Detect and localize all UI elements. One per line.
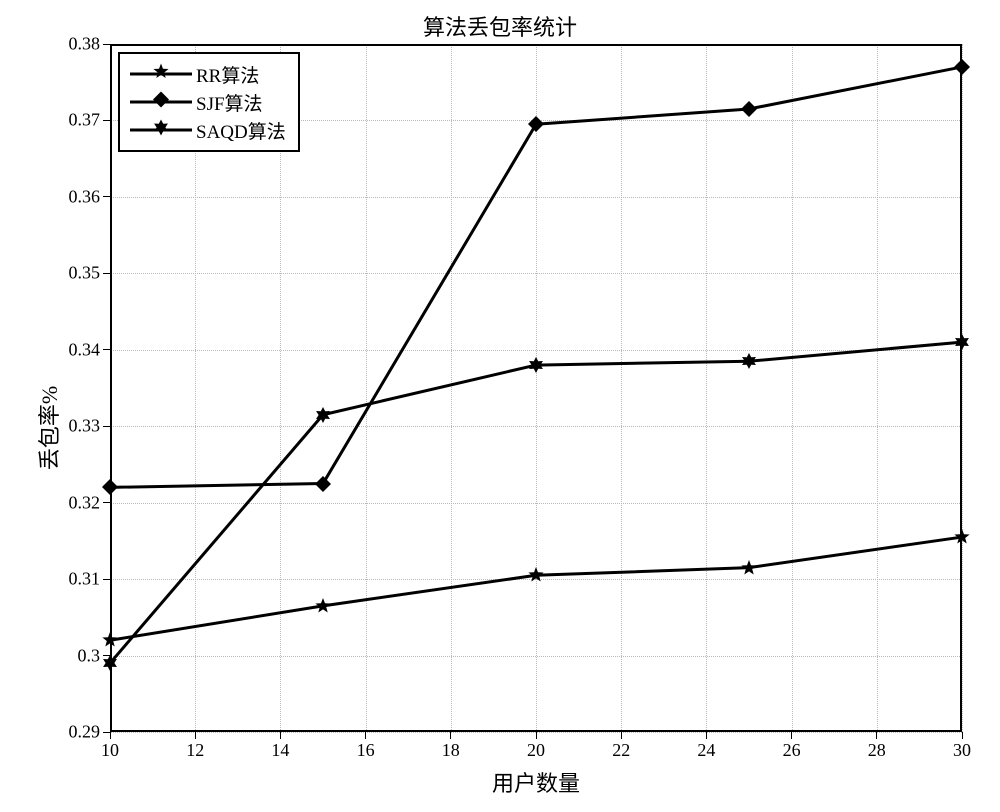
x-tick-mark	[791, 732, 792, 739]
chart-container: 算法丢包率统计 用户数量 丢包率% RR算法SJF算法SAQD算法 101214…	[0, 0, 1000, 812]
x-tick-label: 28	[868, 740, 886, 761]
x-tick-label: 30	[953, 740, 971, 761]
y-tick-mark	[103, 349, 110, 350]
x-tick-label: 20	[527, 740, 545, 761]
legend-item: SAQD算法	[130, 116, 288, 144]
y-tick-label: 0.37	[60, 110, 100, 131]
x-tick-label: 22	[612, 740, 630, 761]
legend-label: RR算法	[196, 61, 259, 88]
y-tick-mark	[103, 120, 110, 121]
x-tick-label: 18	[442, 740, 460, 761]
series-line	[110, 342, 962, 663]
y-tick-mark	[103, 579, 110, 580]
y-tick-label: 0.38	[60, 34, 100, 55]
x-tick-mark	[450, 732, 451, 739]
legend-label: SAQD算法	[196, 117, 286, 144]
y-tick-label: 0.29	[60, 722, 100, 743]
y-tick-label: 0.32	[60, 492, 100, 513]
y-tick-label: 0.33	[60, 416, 100, 437]
x-tick-mark	[536, 732, 537, 739]
x-tick-label: 24	[697, 740, 715, 761]
x-tick-label: 10	[101, 740, 119, 761]
y-tick-mark	[103, 44, 110, 45]
x-tick-mark	[962, 732, 963, 739]
legend-swatch	[130, 62, 192, 86]
legend-swatch	[130, 118, 192, 142]
x-tick-mark	[876, 732, 877, 739]
chart-title: 算法丢包率统计	[0, 10, 1000, 42]
legend: RR算法SJF算法SAQD算法	[118, 52, 300, 152]
legend-item: SJF算法	[130, 88, 288, 116]
y-tick-mark	[103, 273, 110, 274]
series-line	[110, 537, 962, 640]
y-tick-label: 0.36	[60, 186, 100, 207]
x-tick-mark	[195, 732, 196, 739]
y-tick-mark	[103, 732, 110, 733]
y-tick-mark	[103, 196, 110, 197]
y-tick-label: 0.35	[60, 263, 100, 284]
y-tick-label: 0.31	[60, 569, 100, 590]
x-tick-mark	[621, 732, 622, 739]
y-tick-mark	[103, 426, 110, 427]
legend-swatch	[130, 90, 192, 114]
x-tick-mark	[706, 732, 707, 739]
x-tick-mark	[110, 732, 111, 739]
x-tick-label: 26	[783, 740, 801, 761]
x-tick-mark	[280, 732, 281, 739]
y-tick-label: 0.34	[60, 339, 100, 360]
y-tick-mark	[103, 655, 110, 656]
x-tick-label: 12	[186, 740, 204, 761]
x-tick-label: 16	[357, 740, 375, 761]
x-tick-mark	[365, 732, 366, 739]
x-axis-label: 用户数量	[492, 766, 580, 798]
legend-item: RR算法	[130, 60, 288, 88]
x-tick-label: 14	[271, 740, 289, 761]
y-tick-label: 0.3	[60, 645, 100, 666]
legend-label: SJF算法	[196, 89, 263, 116]
grid-line-v	[962, 44, 963, 732]
y-tick-mark	[103, 502, 110, 503]
